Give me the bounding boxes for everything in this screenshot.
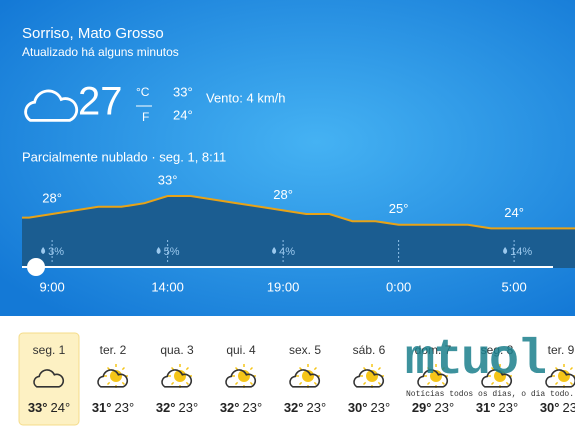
hour-label: 19:00 xyxy=(267,279,300,294)
temp-label: 24° xyxy=(504,205,524,220)
wind: Vento: 4 km/h xyxy=(206,90,286,105)
day-name[interactable]: ter. 2 xyxy=(100,343,127,357)
day-high: 32° xyxy=(284,400,304,415)
day-low: 24° xyxy=(51,400,71,415)
slider-thumb[interactable] xyxy=(27,258,45,276)
temp-label: 28° xyxy=(273,187,293,202)
day-high: 31° xyxy=(92,400,112,415)
day-name[interactable]: seg. 1 xyxy=(33,343,66,357)
day-high: 29° xyxy=(412,400,432,415)
day-name[interactable]: qua. 3 xyxy=(160,343,194,357)
day-low: 23° xyxy=(179,400,199,415)
watermark-tagline: Notícias todos os dias, o dia todo. xyxy=(406,390,574,399)
current-temp: 27 xyxy=(78,80,123,124)
day-high: 33° xyxy=(28,400,48,415)
hour-label: 14:00 xyxy=(151,279,184,294)
location: Sorriso, Mato Grosso xyxy=(22,25,164,42)
hour-label: 5:00 xyxy=(501,279,526,294)
day-low: 23° xyxy=(435,400,455,415)
day-high: 32° xyxy=(156,400,176,415)
hour-label: 0:00 xyxy=(386,279,411,294)
day-low: 23° xyxy=(499,400,519,415)
day-high: 30° xyxy=(348,400,368,415)
precip-label: 4% xyxy=(279,246,295,258)
unit-c: °C xyxy=(136,85,150,99)
unit-f[interactable]: F xyxy=(142,110,149,124)
day-name[interactable]: sex. 5 xyxy=(289,343,321,357)
temp-label: 33° xyxy=(158,172,178,187)
precip-label: 14% xyxy=(510,246,532,258)
day-high: 32° xyxy=(220,400,240,415)
day-name[interactable]: sáb. 6 xyxy=(353,343,386,357)
low: 24° xyxy=(173,107,193,122)
day-high: 30° xyxy=(540,400,560,415)
hour-label: 9:00 xyxy=(39,279,64,294)
temp-label: 25° xyxy=(389,201,409,216)
day-temps: 30°23° xyxy=(540,400,575,415)
watermark-logo: mtuol xyxy=(405,332,545,389)
precip-label: 5% xyxy=(164,246,180,258)
day-low: 23° xyxy=(371,400,391,415)
condition: Parcialmente nublado · seg. 1, 8:11 xyxy=(22,149,226,164)
precip-label: 3% xyxy=(48,246,64,258)
day-low: 23° xyxy=(307,400,327,415)
day-name[interactable]: qui. 4 xyxy=(226,343,256,357)
temp-label: 28° xyxy=(42,190,62,205)
day-low: 23° xyxy=(563,400,575,415)
high: 33° xyxy=(173,84,193,99)
day-low: 23° xyxy=(115,400,135,415)
updated: Atualizado há alguns minutos xyxy=(22,45,179,59)
day-name[interactable]: ter. 9 xyxy=(548,343,575,357)
day-high: 31° xyxy=(476,400,496,415)
day-low: 23° xyxy=(243,400,263,415)
